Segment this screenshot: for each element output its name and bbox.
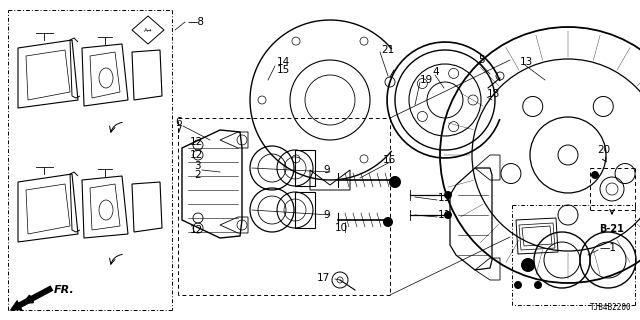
Circle shape (389, 176, 401, 188)
Text: 5: 5 (478, 55, 484, 65)
Circle shape (521, 258, 535, 272)
Circle shape (444, 211, 452, 219)
Text: TJB4B2200: TJB4B2200 (590, 303, 632, 312)
Text: 2: 2 (194, 170, 200, 180)
Text: 9: 9 (323, 210, 330, 220)
Text: 20: 20 (597, 145, 610, 155)
Text: 7: 7 (175, 125, 182, 135)
Text: 11: 11 (438, 193, 451, 203)
Text: 4: 4 (432, 67, 438, 77)
Text: 9: 9 (323, 165, 330, 175)
Circle shape (383, 217, 393, 227)
Text: 15: 15 (277, 65, 291, 75)
Text: 14: 14 (277, 57, 291, 67)
Circle shape (534, 281, 542, 289)
Text: 17: 17 (317, 273, 330, 283)
Text: 18: 18 (487, 89, 500, 99)
Text: A→: A→ (144, 28, 152, 33)
Text: 19: 19 (420, 75, 433, 85)
Circle shape (514, 281, 522, 289)
Text: FR.: FR. (54, 285, 75, 295)
Text: B-21: B-21 (599, 224, 624, 234)
Text: 16: 16 (383, 155, 396, 165)
Text: 6: 6 (175, 117, 182, 127)
Text: —8: —8 (188, 17, 205, 27)
Text: 21: 21 (381, 45, 394, 55)
Text: 13: 13 (520, 57, 533, 67)
Text: 11: 11 (438, 210, 451, 220)
Text: 12: 12 (190, 225, 204, 235)
Circle shape (444, 191, 452, 199)
Text: 3: 3 (194, 161, 200, 171)
FancyArrow shape (10, 285, 53, 311)
Text: —1: —1 (600, 243, 617, 253)
Circle shape (591, 171, 599, 179)
Text: 10: 10 (335, 223, 348, 233)
Text: 12: 12 (190, 137, 204, 147)
Text: 12: 12 (190, 150, 204, 160)
